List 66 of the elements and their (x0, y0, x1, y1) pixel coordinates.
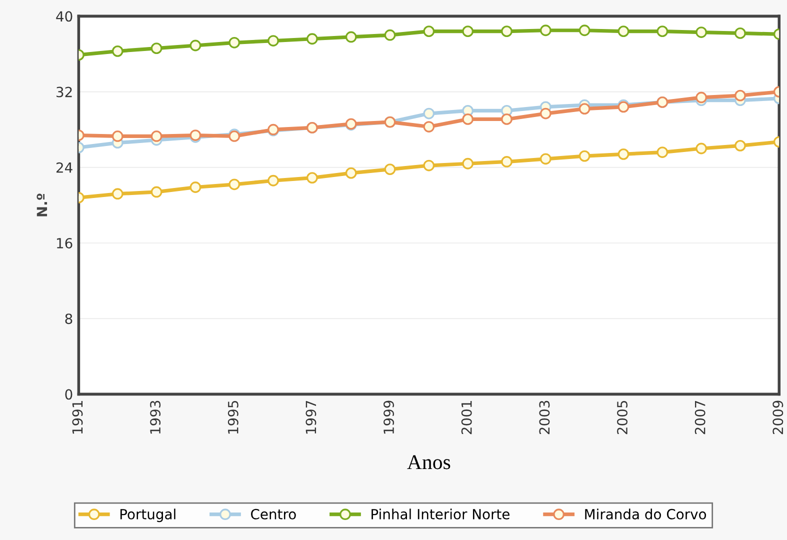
legend-label: Portugal (120, 508, 176, 522)
point (306, 172, 318, 184)
point (306, 33, 318, 45)
point (190, 40, 202, 52)
point (384, 29, 396, 41)
point (150, 42, 162, 54)
legend-label: Pinhal Interior Norte (372, 508, 510, 520)
point (423, 121, 435, 132)
point (462, 26, 474, 38)
x-tick-label: 2009 (772, 400, 784, 434)
point (462, 114, 474, 125)
point (384, 164, 396, 175)
point (618, 148, 630, 160)
point (112, 188, 124, 200)
y-tick-label: 24 (56, 162, 72, 173)
y-tick-label: 16 (56, 238, 72, 248)
point (228, 36, 240, 48)
point (696, 142, 707, 154)
point (578, 24, 590, 36)
point (540, 108, 552, 120)
point (696, 92, 707, 104)
point (578, 150, 590, 162)
y-tick-label: 32 (56, 86, 72, 98)
point (423, 108, 435, 120)
x-tick-label: 2005 (617, 400, 628, 434)
point (112, 45, 124, 57)
point (540, 24, 552, 36)
x-tick-label: 1995 (228, 400, 238, 434)
point (501, 156, 512, 168)
point (150, 186, 162, 198)
legend-label: Miranda do Corvo (585, 508, 706, 520)
point (423, 26, 435, 38)
x-tick-label: 2001 (461, 401, 472, 434)
point (734, 28, 746, 39)
point (190, 182, 202, 193)
point (423, 160, 435, 172)
x-tick-label: 1993 (150, 400, 161, 434)
x-tick-label: 2003 (539, 400, 550, 434)
point (734, 90, 746, 102)
point (345, 167, 357, 179)
point (228, 178, 240, 190)
point (345, 31, 357, 43)
point (618, 26, 630, 38)
point (578, 103, 590, 115)
point (501, 114, 512, 125)
point (656, 26, 668, 38)
point (501, 26, 512, 38)
x-tick-label: 1991 (72, 401, 83, 434)
point (540, 153, 552, 165)
point (268, 174, 279, 186)
point (112, 130, 124, 142)
x-tick-label: 1997 (306, 400, 316, 434)
point (268, 35, 279, 46)
legend-label: Centro (251, 508, 296, 520)
y-axis-title: N.º (36, 194, 48, 216)
x-axis-title: Anos (407, 455, 450, 470)
y-tick-label: 8 (65, 314, 72, 324)
point (734, 140, 746, 152)
point (696, 26, 707, 38)
y-tick-label: 0 (65, 389, 72, 400)
point (150, 130, 162, 142)
point (462, 158, 474, 170)
y-tick-label: 40 (56, 11, 72, 22)
point (656, 146, 668, 158)
x-tick-label: 1999 (384, 400, 394, 434)
x-tick-label: 2007 (694, 400, 706, 434)
